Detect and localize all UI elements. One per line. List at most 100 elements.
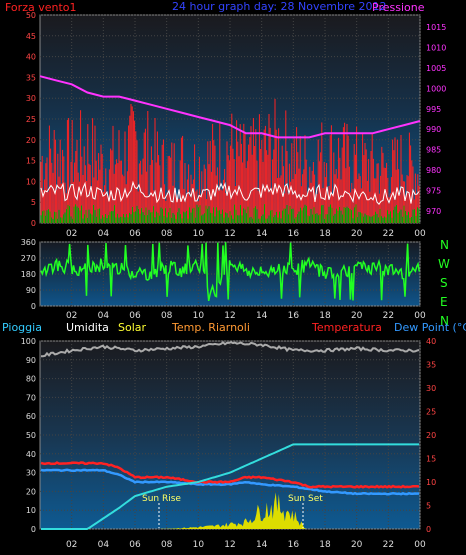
y-tick-label: 40 xyxy=(26,53,36,62)
temperature-line xyxy=(40,461,420,489)
y-tick-label: 15 xyxy=(26,157,36,166)
x-tick-label: 04 xyxy=(98,311,110,321)
y-right-tick-label: 995 xyxy=(426,105,441,114)
pressure-line xyxy=(39,75,421,139)
y-tick-label: 180 xyxy=(21,270,36,279)
pressure-label: Pressione xyxy=(372,1,425,14)
x-tick-label: 16 xyxy=(288,229,300,239)
x-tick-label: 04 xyxy=(98,540,110,550)
y-right-tick-label: 980 xyxy=(426,166,441,175)
y-tick-label: 90 xyxy=(26,286,36,295)
dewpoint-label: Dew Point (°C) xyxy=(394,321,466,334)
direction-letter-w: W xyxy=(438,257,450,271)
y-tick-label: 30 xyxy=(26,469,36,478)
rain-label: Pioggia xyxy=(2,321,42,334)
direction-letter-e: E xyxy=(440,295,448,309)
x-tick-label: 16 xyxy=(288,311,300,321)
y-tick-label: 10 xyxy=(26,506,36,515)
y-right-tick-label: 25 xyxy=(426,408,436,417)
y-right-tick-label: 10 xyxy=(426,478,436,487)
x-tick-label: 08 xyxy=(161,540,173,550)
y-tick-label: 35 xyxy=(26,73,36,82)
x-tick-label: 00 xyxy=(414,540,426,550)
sunrise-label: Sun Rise xyxy=(142,494,181,504)
x-tick-label: 18 xyxy=(319,229,331,239)
x-tick-label: 12 xyxy=(224,540,235,550)
y-right-tick-label: 0 xyxy=(426,525,431,534)
x-tick-label: 18 xyxy=(319,311,331,321)
humidity-label: Umidita xyxy=(66,321,109,334)
y-right-tick-label: 1000 xyxy=(426,84,446,93)
wind-label: Forza vento1 xyxy=(5,1,77,14)
y-tick-label: 45 xyxy=(26,32,36,41)
y-right-tick-label: 985 xyxy=(426,146,441,155)
x-tick-label: 02 xyxy=(66,311,77,321)
wind-direction-line xyxy=(40,242,421,302)
temperature-label: Temperatura xyxy=(311,321,382,334)
y-right-tick-label: 35 xyxy=(426,361,436,370)
y-tick-label: 80 xyxy=(26,375,36,384)
y-right-tick-label: 990 xyxy=(426,125,441,134)
x-tick-label: 10 xyxy=(193,311,205,321)
x-tick-label: 02 xyxy=(66,540,77,550)
x-tick-label: 14 xyxy=(256,229,268,239)
x-tick-label: 20 xyxy=(351,540,363,550)
y-right-tick-label: 30 xyxy=(426,384,436,393)
direction-letter-n-bottom: N xyxy=(440,314,449,328)
x-tick-label: 22 xyxy=(383,540,394,550)
solar-area xyxy=(158,492,306,529)
x-tick-label: 06 xyxy=(129,540,141,550)
y-right-tick-label: 40 xyxy=(426,337,436,346)
y-right-tick-label: 975 xyxy=(426,186,441,195)
temp-name-label: Temp. Riarnoli xyxy=(171,321,250,334)
x-tick-label: 12 xyxy=(224,311,235,321)
direction-letter-s: S xyxy=(440,276,448,290)
y-tick-label: 0 xyxy=(31,302,36,311)
y-right-tick-label: 1015 xyxy=(426,23,446,32)
y-tick-label: 20 xyxy=(26,136,36,145)
x-tick-label: 20 xyxy=(351,229,363,239)
y-right-tick-label: 1010 xyxy=(426,44,446,53)
y-tick-label: 360 xyxy=(21,238,36,247)
x-tick-label: 04 xyxy=(98,229,110,239)
x-tick-label: 22 xyxy=(383,229,394,239)
y-tick-label: 90 xyxy=(26,356,36,365)
y-tick-label: 25 xyxy=(26,115,36,124)
x-tick-label: 06 xyxy=(129,311,141,321)
x-tick-label: 02 xyxy=(66,229,77,239)
y-tick-label: 5 xyxy=(31,198,36,207)
x-tick-label: 20 xyxy=(351,311,363,321)
direction-letter-n-top: N xyxy=(440,238,449,252)
wind-average-line xyxy=(40,180,420,205)
x-tick-label: 14 xyxy=(256,540,268,550)
y-tick-label: 30 xyxy=(26,94,36,103)
y-tick-label: 70 xyxy=(26,393,36,402)
solar-label: Solar xyxy=(118,321,147,334)
x-tick-label: 00 xyxy=(414,229,426,239)
y-right-tick-label: 20 xyxy=(426,431,436,440)
y-tick-label: 50 xyxy=(26,11,36,20)
y-right-tick-label: 970 xyxy=(426,207,441,216)
y-right-tick-label: 1005 xyxy=(426,64,446,73)
y-right-tick-label: 15 xyxy=(426,455,436,464)
chart-title: 24 hour graph day: 28 Novembre 2012 xyxy=(172,0,386,13)
x-tick-label: 10 xyxy=(193,229,205,239)
y-tick-label: 100 xyxy=(21,337,36,346)
y-tick-label: 40 xyxy=(26,450,36,459)
y-tick-label: 10 xyxy=(26,177,36,186)
x-tick-label: 10 xyxy=(193,540,205,550)
x-tick-label: 16 xyxy=(288,540,300,550)
y-tick-label: 60 xyxy=(26,412,36,421)
y-tick-label: 20 xyxy=(26,487,36,496)
y-tick-label: 270 xyxy=(21,254,36,263)
x-tick-label: 12 xyxy=(224,229,235,239)
x-tick-label: 18 xyxy=(319,540,331,550)
y-tick-label: 0 xyxy=(31,219,36,228)
x-tick-label: 06 xyxy=(129,229,141,239)
x-tick-label: 08 xyxy=(161,311,173,321)
humidity-line xyxy=(41,341,420,358)
x-tick-label: 14 xyxy=(256,311,268,321)
sunset-label: Sun Set xyxy=(288,494,323,504)
